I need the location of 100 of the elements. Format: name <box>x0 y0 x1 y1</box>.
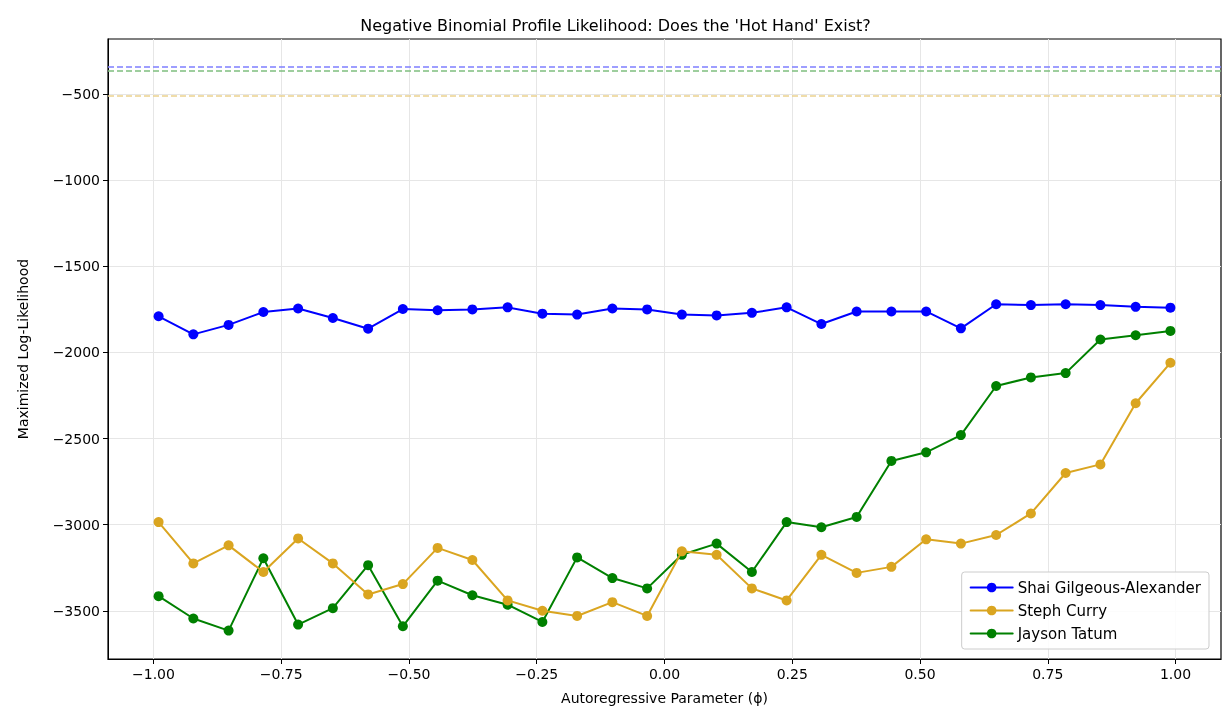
legend-label: Steph Curry <box>1017 601 1108 620</box>
point <box>1095 459 1106 470</box>
point <box>1095 334 1106 345</box>
y-tick-label: −3500 <box>52 602 100 619</box>
point <box>642 304 653 315</box>
point <box>955 323 966 334</box>
point <box>537 308 548 319</box>
point <box>188 558 199 569</box>
point <box>327 603 338 614</box>
point <box>851 306 862 317</box>
point <box>258 567 269 578</box>
point <box>1165 302 1176 313</box>
legend-label: Shai Gilgeous-Alexander <box>1017 578 1202 597</box>
chart-title: Negative Binomial Profile Likelihood: Does the 'Hot Hand' Exist? <box>360 15 871 35</box>
point <box>153 591 164 602</box>
point <box>1060 368 1071 379</box>
point <box>921 447 932 458</box>
point <box>886 561 897 572</box>
point <box>746 567 757 578</box>
point <box>1130 330 1141 341</box>
y-tick-label: −2500 <box>52 430 100 447</box>
point <box>816 522 827 533</box>
point <box>781 302 792 313</box>
point <box>293 533 304 544</box>
point <box>467 304 478 315</box>
point <box>886 306 897 317</box>
point <box>293 619 304 630</box>
point <box>572 610 583 621</box>
legend-label: Jayson Tatum <box>1016 624 1118 643</box>
x-tick-label: −0.50 <box>387 666 431 682</box>
point <box>153 311 164 322</box>
y-tick-label: −3000 <box>52 516 100 533</box>
point <box>991 299 1002 310</box>
point <box>397 621 408 632</box>
point <box>642 610 653 621</box>
point <box>816 549 827 560</box>
point <box>502 302 513 313</box>
point <box>363 323 374 334</box>
point <box>1060 299 1071 310</box>
point <box>711 538 722 549</box>
point <box>572 309 583 320</box>
point <box>676 309 687 320</box>
point <box>572 552 583 563</box>
point <box>955 538 966 549</box>
y-tick-label: −500 <box>61 86 100 103</box>
point <box>1060 468 1071 478</box>
point <box>886 455 897 466</box>
x-tick-label: 0.00 <box>648 666 681 682</box>
x-tick-label: −1.00 <box>132 666 175 682</box>
y-tick-label: −1000 <box>52 172 100 189</box>
point <box>711 549 722 560</box>
point <box>258 553 269 564</box>
point <box>746 583 757 594</box>
point <box>153 517 164 528</box>
x-tick-label: 0.75 <box>1032 666 1064 682</box>
point <box>397 579 408 590</box>
point <box>851 567 862 578</box>
point <box>188 613 199 624</box>
x-axis-title: Autoregressive Parameter (ϕ) <box>561 690 768 706</box>
point <box>1025 372 1036 383</box>
x-tick-label: 1.00 <box>1159 666 1192 682</box>
point <box>1130 301 1141 312</box>
point <box>711 310 722 321</box>
point <box>955 430 966 441</box>
x-tick-label: −0.25 <box>515 666 559 682</box>
point <box>607 597 618 608</box>
point <box>432 305 443 316</box>
point <box>467 554 478 565</box>
point <box>607 303 618 314</box>
point <box>327 313 338 323</box>
point <box>1025 508 1036 519</box>
point <box>851 511 862 522</box>
point <box>258 306 269 317</box>
point <box>921 306 932 317</box>
point <box>1165 357 1176 368</box>
point <box>293 303 304 314</box>
point <box>1025 300 1036 311</box>
point <box>188 329 199 340</box>
y-tick-label: −2000 <box>52 344 100 361</box>
point <box>223 625 234 636</box>
point <box>746 307 757 318</box>
point <box>816 319 827 330</box>
point <box>921 534 932 545</box>
point <box>642 583 653 594</box>
point <box>537 605 548 616</box>
point <box>1095 300 1106 311</box>
y-axis-title: Maximized Log-Likelihood <box>15 258 31 440</box>
point <box>991 530 1002 540</box>
point <box>607 573 618 584</box>
x-tick-label: −0.75 <box>259 666 303 682</box>
point <box>363 589 374 600</box>
y-tick-label: −1500 <box>52 258 100 275</box>
point <box>781 595 792 606</box>
point <box>467 590 478 601</box>
point <box>1130 398 1141 409</box>
point <box>363 560 374 571</box>
point <box>1165 325 1176 336</box>
point <box>432 575 443 586</box>
point <box>397 304 408 315</box>
point <box>781 517 792 528</box>
